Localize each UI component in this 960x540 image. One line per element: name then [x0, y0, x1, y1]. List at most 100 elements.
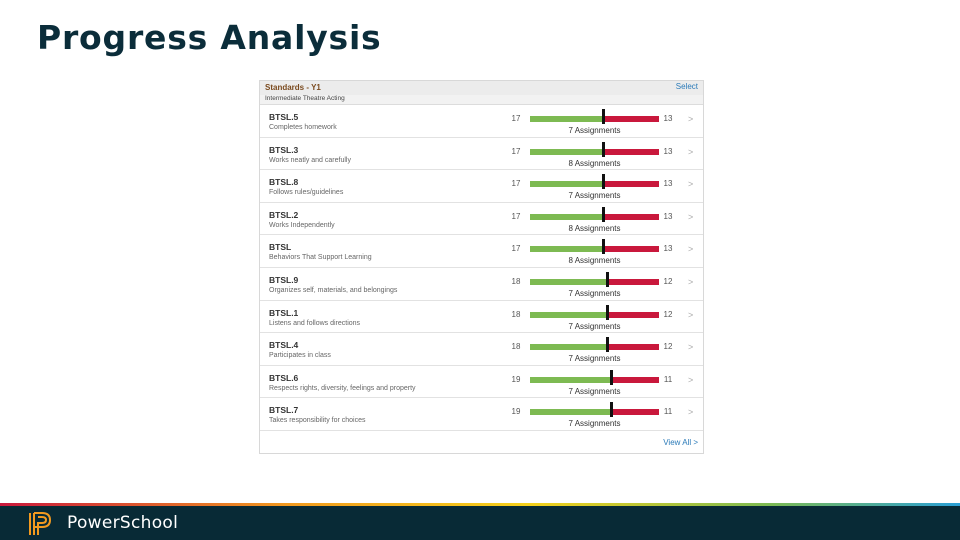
progress-bar	[530, 278, 659, 285]
standards-list: BTSL.5 Completes homework 17 13 7 Assignment…	[260, 105, 703, 431]
progress-marker	[601, 141, 605, 157]
standard-row[interactable]: BTSL.9 Organizes self, materials, and bel…	[260, 268, 703, 301]
progress-bar	[530, 409, 659, 416]
standard-description: Listens and follows directions	[269, 319, 361, 327]
progress-red-segment	[607, 278, 659, 285]
progress-green-segment	[530, 311, 608, 318]
standards-panel: Standards - Y1 Select Intermediate Theat…	[259, 80, 704, 454]
progress-bar	[530, 344, 659, 351]
chevron-right-icon[interactable]: >	[688, 407, 694, 418]
color-stripe	[0, 503, 960, 506]
progress-bar	[530, 311, 659, 318]
progress-marker	[601, 174, 605, 190]
left-count: 17	[511, 179, 521, 189]
right-count: 13	[663, 146, 673, 156]
progress-red-segment	[603, 181, 659, 188]
chevron-right-icon[interactable]: >	[688, 114, 694, 124]
progress-green-segment	[530, 278, 608, 285]
standard-row[interactable]: BTSL.3 Works neatly and carefully 17 13 8 As…	[260, 138, 703, 171]
progress-green-segment	[530, 246, 604, 253]
progress-green-segment	[530, 116, 604, 122]
standard-description: Follows rules/guidelines	[269, 189, 344, 197]
standard-description: Works Independently	[269, 221, 335, 229]
right-count: 11	[663, 374, 673, 384]
standard-code: BTSL	[269, 242, 292, 253]
standard-code: BTSL.2	[269, 209, 299, 220]
right-count: 12	[663, 276, 673, 286]
standard-row[interactable]: BTSL.4 Participates in class 18 12 7 Assignm…	[260, 333, 703, 366]
progress-bar	[530, 181, 659, 188]
standard-row[interactable]: BTSL.2 Works Independently 17 13 8 Assignmen…	[260, 203, 703, 236]
footer-bar: PowerSchool	[0, 503, 960, 540]
progress-marker	[605, 271, 609, 287]
right-count: 12	[663, 309, 673, 319]
progress-green-segment	[530, 344, 608, 351]
progress-red-segment	[603, 213, 659, 220]
progress-marker	[601, 239, 605, 255]
chevron-right-icon[interactable]: >	[688, 211, 694, 222]
assignments-count: 7 Assignments	[568, 126, 621, 135]
progress-marker	[610, 369, 614, 385]
chevron-right-icon[interactable]: >	[688, 342, 694, 353]
chevron-right-icon[interactable]: >	[688, 244, 694, 255]
assignments-count: 8 Assignments	[568, 158, 621, 168]
course-name: Intermediate Theatre Acting	[265, 95, 345, 102]
left-count: 17	[511, 114, 521, 123]
panel-title: Standards - Y1	[265, 83, 321, 92]
chevron-right-icon[interactable]: >	[688, 179, 694, 190]
progress-bar	[530, 376, 659, 383]
progress-green-segment	[530, 213, 604, 220]
standard-row[interactable]: BTSL.7 Takes responsibility for choices 19…	[260, 398, 703, 431]
left-count: 19	[511, 374, 521, 384]
brand-name: PowerSchool	[67, 513, 179, 533]
progress-bar	[530, 213, 659, 220]
powerschool-logo-icon	[29, 512, 52, 535]
progress-red-segment	[611, 409, 659, 416]
left-count: 18	[511, 309, 521, 319]
standard-row[interactable]: BTSL.6 Respects rights, diversity, feelin…	[260, 366, 703, 399]
progress-green-segment	[530, 148, 604, 155]
progress-red-segment	[611, 376, 659, 383]
assignments-count: 7 Assignments	[568, 386, 621, 396]
standard-description: Respects rights, diversity, feelings and…	[269, 384, 416, 392]
right-count: 12	[663, 342, 673, 352]
progress-green-segment	[530, 181, 604, 188]
left-count: 19	[511, 407, 521, 417]
view-all-link[interactable]: View All >	[663, 438, 698, 447]
progress-red-segment	[603, 148, 659, 155]
right-count: 11	[663, 407, 673, 417]
progress-bar	[530, 148, 659, 155]
standard-row[interactable]: BTSL.8 Follows rules/guidelines 17 13 7 Assi…	[260, 170, 703, 203]
assignments-count: 8 Assignments	[568, 223, 621, 233]
right-count: 13	[663, 211, 673, 221]
assignments-count: 8 Assignments	[568, 256, 621, 266]
standard-description: Participates in class	[269, 352, 331, 360]
chevron-right-icon[interactable]: >	[688, 146, 694, 157]
standard-code: BTSL.6	[269, 372, 299, 383]
standard-code: BTSL.4	[269, 340, 299, 351]
right-count: 13	[663, 179, 673, 189]
progress-red-segment	[603, 246, 659, 253]
left-count: 17	[511, 244, 521, 254]
progress-marker	[605, 304, 609, 320]
standard-code: BTSL.7	[269, 405, 299, 416]
standard-description: Organizes self, materials, and belonging…	[269, 286, 398, 294]
standard-code: BTSL.9	[269, 274, 299, 285]
chevron-right-icon[interactable]: >	[688, 374, 694, 385]
progress-red-segment	[607, 344, 659, 351]
right-count: 13	[663, 244, 673, 254]
standard-row[interactable]: BTSL.5 Completes homework 17 13 7 Assignment…	[260, 105, 703, 138]
select-link[interactable]: Select	[675, 82, 698, 91]
standard-code: BTSL.3	[269, 144, 299, 155]
assignments-count: 7 Assignments	[568, 288, 621, 298]
standard-row[interactable]: BTSL.1 Listens and follows directions 18 12…	[260, 301, 703, 334]
chevron-right-icon[interactable]: >	[688, 276, 694, 287]
slide-title: Progress Analysis	[37, 18, 382, 57]
standard-row[interactable]: BTSL Behaviors That Support Learning 17 13 8…	[260, 235, 703, 268]
assignments-count: 7 Assignments	[568, 419, 621, 429]
progress-bar	[530, 116, 659, 122]
assignments-count: 7 Assignments	[568, 321, 621, 331]
chevron-right-icon[interactable]: >	[688, 309, 694, 320]
progress-red-segment	[607, 311, 659, 318]
progress-green-segment	[530, 376, 612, 383]
